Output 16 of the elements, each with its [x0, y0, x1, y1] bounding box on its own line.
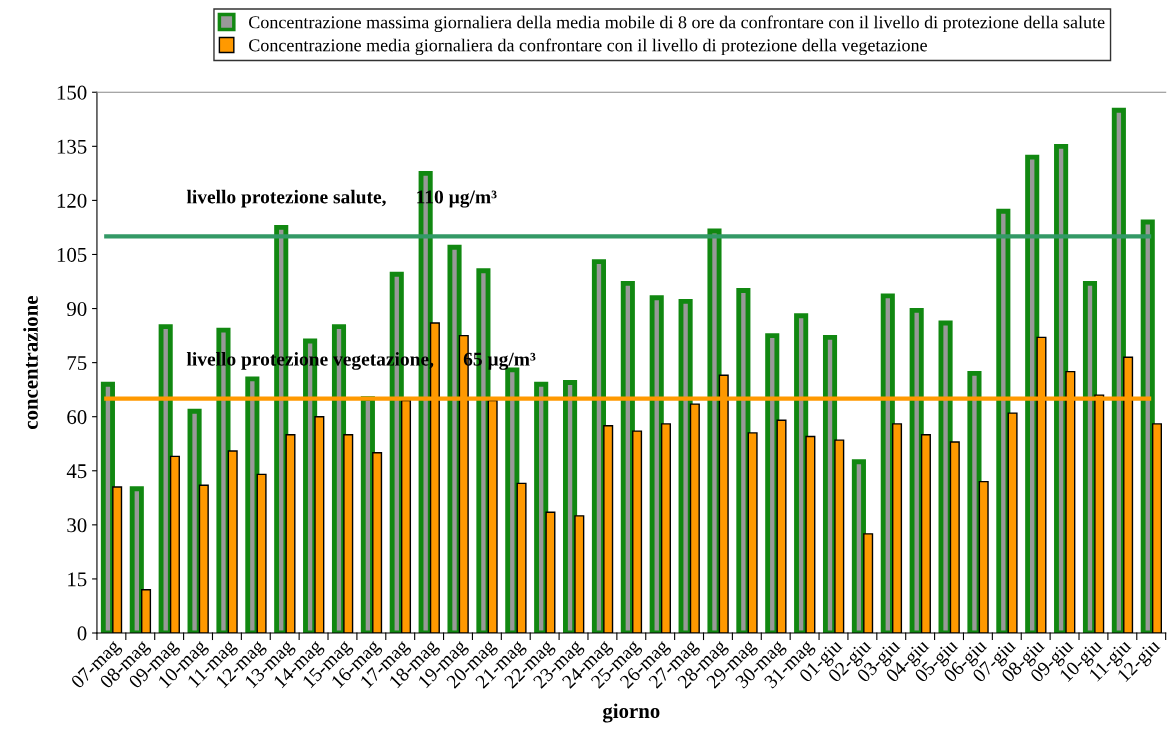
y-tick-label: 45: [66, 464, 87, 479]
y-tick-label: 105: [57, 247, 87, 262]
y-tick-label: 15: [68, 572, 87, 587]
ref-line-label: livello protezione salute, 110 µg/m³: [186, 189, 497, 208]
y-axis-title: concentrazione: [23, 296, 38, 430]
y-tick-label: 150: [57, 85, 87, 100]
y-tick-label: 90: [67, 301, 87, 316]
y-tick-label: 60: [67, 410, 87, 425]
y-tick-label: 0: [77, 626, 87, 641]
y-tick-label: 30: [67, 518, 87, 533]
y-tick-label: 75: [67, 356, 87, 371]
legend-label: Concentrazione massima giornaliera della media mobile di 8 ore da confrontare con il livello di protezione della salute: [249, 15, 1105, 33]
y-tick-label: 120: [57, 193, 87, 208]
x-axis-title: giorno: [602, 703, 660, 723]
y-tick-label: 135: [57, 139, 87, 154]
legend-label: Concentrazione media giornaliera da confrontare con il livello di protezione della vegetazione: [249, 38, 927, 56]
